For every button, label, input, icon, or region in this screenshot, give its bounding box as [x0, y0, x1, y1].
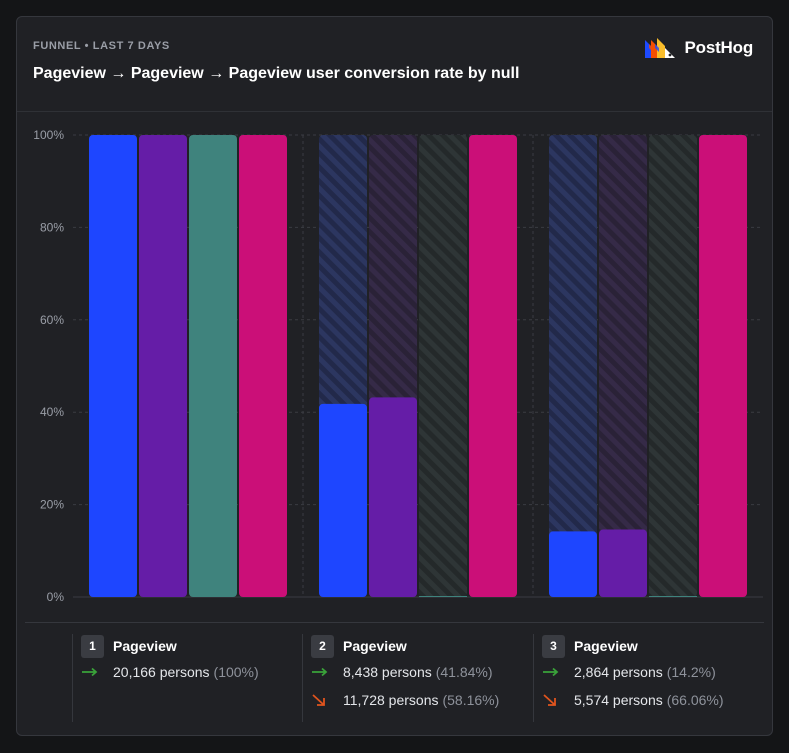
y-axis-ticks: 0% 20% 40% 60% 80% 100%: [33, 128, 64, 604]
bar[interactable]: [419, 596, 467, 597]
dropped-row[interactable]: 11,728 persons (58.16%): [311, 686, 533, 714]
bar[interactable]: [549, 531, 597, 597]
funnel-card: FUNNEL • LAST 7 DAYS Pageview → Pageview…: [16, 16, 773, 736]
bar[interactable]: [189, 135, 237, 597]
y-tick-label: 20%: [40, 498, 64, 512]
arrow-right-icon: [81, 667, 113, 677]
funnel-bar-chart: 0% 20% 40% 60% 80% 100%: [33, 128, 763, 604]
bar-background: [419, 135, 467, 597]
bar[interactable]: [649, 596, 697, 597]
converted-row[interactable]: 8,438 persons (41.84%): [311, 658, 533, 686]
y-tick-label: 0%: [47, 590, 65, 604]
step-number-badge: 2: [311, 634, 334, 658]
posthog-logo: PostHog: [644, 37, 754, 59]
bar[interactable]: [89, 135, 137, 597]
bar[interactable]: [319, 403, 367, 597]
step-number-badge: 3: [542, 634, 565, 658]
converted-row[interactable]: 2,864 persons (14.2%): [542, 658, 763, 686]
grid-lines: [73, 134, 763, 598]
arrow-down-right-icon: [311, 693, 343, 707]
funnel-legend: 1 Pageview 20,166 persons (100%) 2 Pagev…: [17, 622, 772, 732]
arrow-right-icon: [542, 667, 574, 677]
step-name[interactable]: Pageview: [113, 638, 177, 654]
bar[interactable]: [369, 397, 417, 597]
step-3: 3 Pageview 2,864 persons (14.2%) 5,574 p…: [533, 634, 763, 722]
step-name[interactable]: Pageview: [343, 638, 407, 654]
step-number-badge: 1: [81, 634, 104, 658]
bar[interactable]: [699, 135, 747, 597]
converted-percentage: (41.84%): [435, 664, 493, 680]
y-tick-label: 60%: [40, 313, 64, 327]
logo-text: PostHog: [684, 38, 754, 57]
step-name[interactable]: Pageview: [574, 638, 638, 654]
converted-percentage: (100%): [213, 664, 259, 680]
dropped-percentage: (58.16%): [442, 692, 500, 708]
converted-count: 2,864 persons: [574, 664, 663, 680]
bar[interactable]: [239, 135, 287, 597]
y-tick-label: 100%: [33, 128, 64, 142]
bar-background: [549, 135, 597, 597]
y-tick-label: 80%: [40, 220, 64, 234]
y-tick-label: 40%: [40, 405, 64, 419]
dropped-percentage: (66.06%): [666, 692, 724, 708]
converted-count: 20,166 persons: [113, 664, 210, 680]
step-1: 1 Pageview 20,166 persons (100%): [72, 634, 302, 722]
legend-divider: [25, 622, 764, 623]
converted-row[interactable]: 20,166 persons (100%): [81, 658, 302, 686]
dropped-count: 11,728 persons: [343, 692, 439, 708]
chart-subtitle: FUNNEL • LAST 7 DAYS: [33, 40, 170, 52]
chart-title[interactable]: Pageview → Pageview → Pageview user conv…: [33, 65, 520, 82]
bar[interactable]: [139, 135, 187, 597]
card-header: FUNNEL • LAST 7 DAYS Pageview → Pageview…: [17, 17, 772, 112]
dropped-count: 5,574 persons: [574, 692, 663, 708]
bar[interactable]: [469, 135, 517, 597]
bar-background: [649, 135, 697, 597]
step-2: 2 Pageview 8,438 persons (41.84%) 11,728…: [302, 634, 533, 722]
hedgehog-logo-icon: [644, 38, 675, 58]
dropped-row[interactable]: 5,574 persons (66.06%): [542, 686, 763, 714]
arrow-right-icon: [311, 667, 343, 677]
converted-count: 8,438 persons: [343, 664, 432, 680]
arrow-down-right-icon: [542, 693, 574, 707]
bar[interactable]: [599, 529, 647, 597]
bars: [89, 135, 747, 597]
converted-percentage: (14.2%): [666, 664, 716, 680]
bar-background: [599, 135, 647, 597]
